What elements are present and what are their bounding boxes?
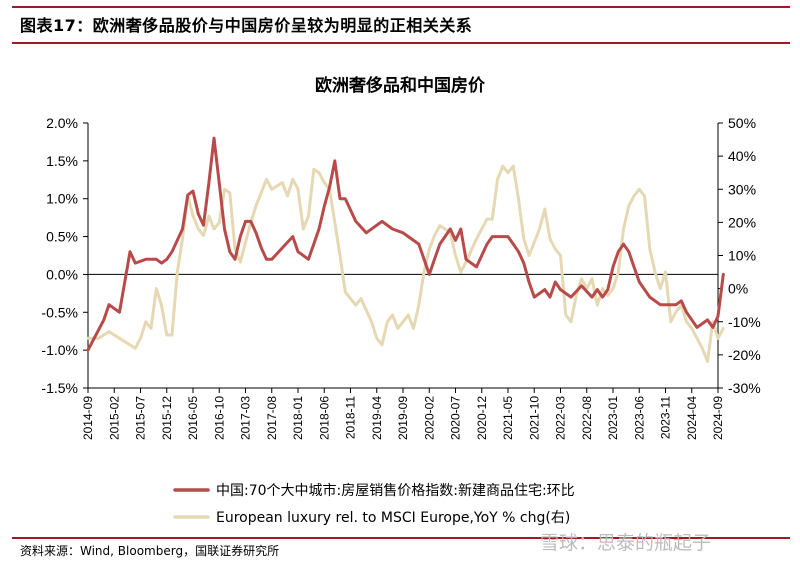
right-tick-label: 30%	[728, 181, 756, 197]
x-tick-label: 2020-07	[449, 396, 463, 440]
figure-title: 图表17：欧洲奢侈品股价与中国房价呈较为明显的正相关关系	[20, 16, 473, 35]
right-tick-label: -20%	[728, 347, 761, 363]
right-tick-label: 50%	[728, 115, 756, 131]
legend: 中国:70个大中城市:房屋销售价格指数:新建商品住宅:环比 European lu…	[173, 482, 575, 526]
left-tick-label: -1.5%	[41, 380, 78, 396]
chart-title: 欧洲奢侈品和中国房价	[315, 75, 486, 96]
right-tick-label: -10%	[728, 314, 761, 330]
x-tick-label: 2018-11	[344, 396, 358, 439]
x-tick-label: 2023-06	[632, 396, 646, 440]
left-tick-label: -1.0%	[41, 342, 78, 358]
x-tick-label: 2021-05	[501, 396, 515, 440]
x-tick-label: 2022-08	[580, 396, 594, 440]
header-top-rule	[12, 6, 790, 8]
left-tick-label: -0.5%	[41, 304, 78, 320]
x-tick-label: 2018-01	[291, 396, 305, 440]
x-tick-label: 2017-08	[265, 396, 279, 440]
legend-label: European luxury rel. to MSCI Europe,YoY …	[216, 510, 570, 526]
x-tick-label: 2014-09	[81, 396, 95, 440]
right-tick-label: 0%	[728, 281, 748, 297]
left-tick-label: 1.5%	[46, 153, 78, 169]
x-tick-label: 2018-06	[317, 396, 331, 440]
left-tick-label: 0.0%	[46, 266, 78, 282]
x-tick-label: 2024-09	[711, 396, 725, 440]
series-line-european-luxury	[86, 164, 725, 363]
x-tick-label: 2015-12	[160, 396, 174, 440]
x-tick-label: 2023-11	[659, 396, 673, 439]
x-tick-label: 2016-05	[186, 396, 200, 440]
x-tick-label: 2019-09	[396, 396, 410, 440]
watermark: 雪球：思泰的瓶起子	[540, 532, 712, 554]
x-tick-label: 2015-07	[134, 396, 148, 440]
x-tick-label: 2023-01	[606, 396, 620, 440]
series-lines	[86, 136, 725, 363]
series-line-china-housing	[86, 136, 725, 352]
right-tick-label: 10%	[728, 248, 756, 264]
source-note: 资料来源：Wind, Bloomberg，国联证券研究所	[20, 544, 280, 558]
left-tick-label: 0.5%	[46, 229, 78, 245]
left-tick-label: 2.0%	[46, 115, 78, 131]
x-tick-label: 2019-04	[370, 396, 384, 440]
axes: -1.5% -1.0% -0.5% 0.0% 0.5% 1.0% 1.5% 2.0% -30% -…	[41, 115, 760, 440]
header-bottom-rule	[12, 42, 790, 44]
x-tick-label: 2017-03	[239, 396, 253, 440]
left-tick-label: 1.0%	[46, 191, 78, 207]
right-tick-label: -30%	[728, 380, 761, 396]
x-tick-label: 2024-04	[685, 396, 699, 440]
footer-rule	[12, 537, 790, 539]
x-tick-label: 2022-03	[554, 396, 568, 440]
x-tick-label: 2015-02	[107, 396, 121, 440]
right-tick-label: 40%	[728, 148, 756, 164]
x-tick-label: 2020-12	[475, 396, 489, 440]
x-tick-label: 2021-10	[527, 396, 541, 440]
legend-label: 中国:70个大中城市:房屋销售价格指数:新建商品住宅:环比	[216, 482, 575, 499]
right-tick-label: 20%	[728, 214, 756, 230]
x-tick-label: 2016-10	[212, 396, 226, 440]
x-tick-label: 2020-02	[422, 396, 436, 440]
